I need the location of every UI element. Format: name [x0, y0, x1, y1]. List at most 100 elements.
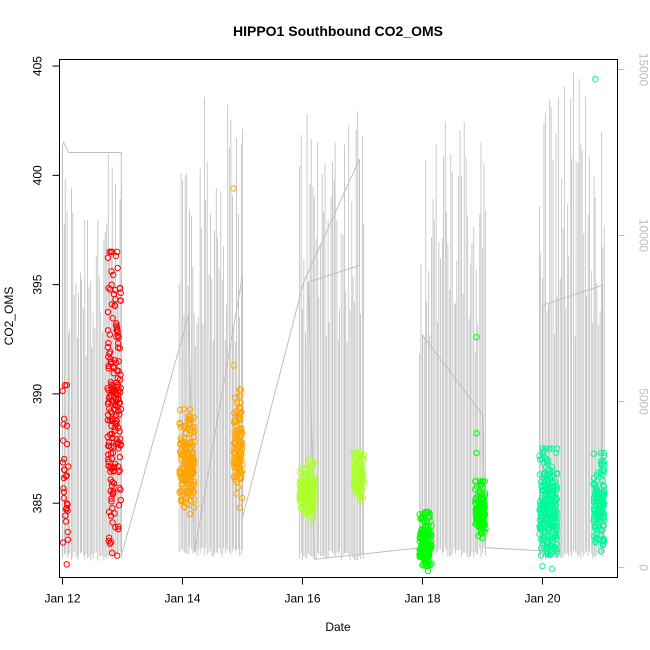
- data-point: [107, 464, 114, 471]
- data-point: [108, 430, 116, 438]
- data-point: [237, 399, 244, 406]
- data-point: [181, 460, 188, 468]
- data-point: [231, 428, 238, 436]
- data-point: [537, 513, 544, 521]
- data-point: [116, 484, 123, 492]
- data-point: [64, 501, 71, 508]
- data-point: [107, 408, 115, 415]
- data-point: [548, 445, 556, 452]
- data-point: [540, 536, 547, 544]
- y-tick-label: 395: [31, 274, 45, 294]
- data-point: [112, 252, 120, 260]
- data-point: [593, 526, 601, 533]
- data-point: [542, 504, 549, 512]
- data-point: [64, 536, 72, 543]
- data-point: [116, 453, 124, 461]
- data-point: [116, 285, 124, 292]
- data-point: [180, 406, 188, 413]
- data-point: [238, 441, 246, 448]
- data-point: [599, 493, 606, 500]
- data-point: [114, 395, 122, 402]
- right-tick-label: 15000: [637, 53, 650, 87]
- data-point: [541, 480, 548, 488]
- data-point: [116, 389, 124, 396]
- data-point: [426, 530, 433, 537]
- data-point: [354, 449, 362, 457]
- data-point: [188, 497, 195, 505]
- data-point: [111, 356, 118, 364]
- data-point: [238, 431, 245, 439]
- data-point: [233, 490, 240, 497]
- y-tick-label: 390: [31, 384, 45, 404]
- data-point: [472, 478, 479, 485]
- data-point: [230, 362, 237, 369]
- data-point: [107, 512, 115, 519]
- data-point: [544, 465, 552, 473]
- data-point: [111, 460, 119, 468]
- data-point: [552, 449, 559, 457]
- data-point: [232, 418, 240, 426]
- right-tick-label: 5000: [637, 388, 650, 415]
- data-point: [296, 476, 304, 484]
- data-point: [191, 496, 198, 503]
- data-point: [176, 488, 183, 495]
- data-point: [109, 491, 117, 498]
- data-point: [600, 468, 607, 475]
- data-point: [550, 512, 557, 520]
- data-point: [548, 565, 556, 572]
- data-point: [190, 458, 197, 466]
- data-point: [553, 522, 561, 529]
- data-point: [105, 339, 112, 347]
- data-point: [592, 493, 600, 500]
- data-point: [237, 448, 244, 455]
- data-point: [109, 504, 116, 512]
- data-point: [549, 472, 557, 479]
- data-point: [552, 478, 559, 485]
- data-point: [552, 495, 560, 502]
- data-point: [176, 406, 184, 414]
- data-point: [546, 445, 553, 452]
- data-point: [60, 421, 67, 428]
- data-point: [600, 517, 608, 524]
- series-3: [416, 333, 489, 575]
- data-point: [104, 384, 111, 392]
- data-point: [428, 541, 435, 549]
- data-point: [479, 509, 486, 516]
- data-point: [352, 487, 359, 494]
- data-point: [476, 478, 484, 485]
- data-point: [597, 459, 605, 467]
- data-point: [108, 498, 115, 505]
- data-point: [298, 478, 305, 485]
- data-points: [59, 75, 608, 575]
- data-point: [117, 384, 124, 392]
- data-point: [59, 459, 67, 466]
- axis-ticks: Jan 12 Jan 14 Jan 16 Jan 18 Jan 20 385 390 395 4…: [31, 53, 650, 606]
- data-point: [191, 423, 198, 431]
- data-point: [190, 414, 197, 421]
- data-point: [542, 500, 549, 507]
- data-point: [62, 518, 70, 525]
- data-point: [231, 464, 238, 471]
- data-point: [234, 452, 241, 460]
- data-point: [554, 527, 561, 534]
- data-point: [113, 327, 120, 334]
- data-point: [107, 378, 115, 386]
- data-point: [113, 552, 121, 559]
- data-point: [554, 484, 561, 492]
- data-point: [599, 538, 606, 545]
- data-point: [60, 488, 68, 496]
- y-tick-label: 400: [31, 165, 45, 185]
- data-point: [359, 466, 366, 473]
- data-point: [536, 507, 543, 514]
- data-point: [61, 466, 68, 473]
- data-point: [236, 467, 244, 475]
- data-point: [63, 422, 71, 429]
- data-point: [113, 248, 121, 256]
- data-point: [117, 405, 125, 413]
- x-axis-label: Date: [325, 620, 351, 634]
- data-point: [473, 449, 480, 457]
- data-point: [59, 539, 67, 546]
- data-point: [309, 503, 316, 510]
- data-point: [104, 254, 112, 261]
